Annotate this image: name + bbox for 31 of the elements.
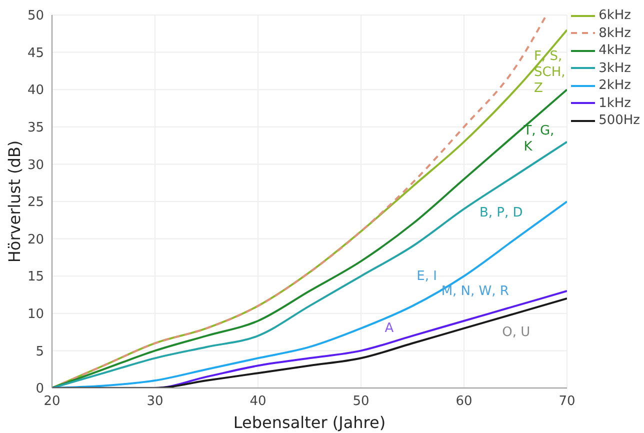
y-tick-label: 15 (27, 270, 44, 285)
legend-label: 8kHz (598, 26, 631, 41)
y-tick-label: 0 (36, 382, 44, 397)
annotation: M, N, W, R (441, 284, 509, 299)
y-tick-label: 35 (27, 120, 44, 136)
legend-label: 3kHz (598, 60, 631, 76)
legend-label: 1kHz (598, 96, 631, 111)
x-tick-label: 40 (250, 394, 266, 410)
x-tick-label: 30 (146, 394, 164, 410)
y-tick-label: 10 (27, 307, 44, 322)
annotation: E, I (416, 268, 437, 284)
y-tick-label: 45 (27, 46, 44, 61)
x-tick-label: 50 (352, 394, 370, 410)
legend-label: 2kHz (598, 78, 631, 94)
y-tick-label: 30 (27, 158, 44, 173)
y-axis-title: Hörverlust (dB) (5, 140, 24, 263)
legend-label: 6kHz (598, 8, 631, 24)
x-tick-label: 70 (558, 394, 576, 410)
y-tick-label: 50 (27, 8, 44, 24)
y-tick-label: 5 (36, 344, 44, 360)
y-tick-label: 40 (27, 83, 44, 98)
annotation: A (384, 321, 394, 336)
x-tick-label: 60 (456, 394, 472, 410)
y-tick-label: 20 (27, 232, 44, 248)
legend-label: 500Hz (598, 113, 640, 128)
annotation: B, P, D (479, 205, 523, 220)
annotation: F, S, SCH, Z (534, 48, 566, 96)
annotation: O, U (502, 324, 530, 340)
y-tick-label: 25 (27, 195, 44, 210)
x-axis-title: Lebensalter (Jahre) (233, 413, 386, 432)
legend-label: 4kHz (598, 43, 631, 58)
